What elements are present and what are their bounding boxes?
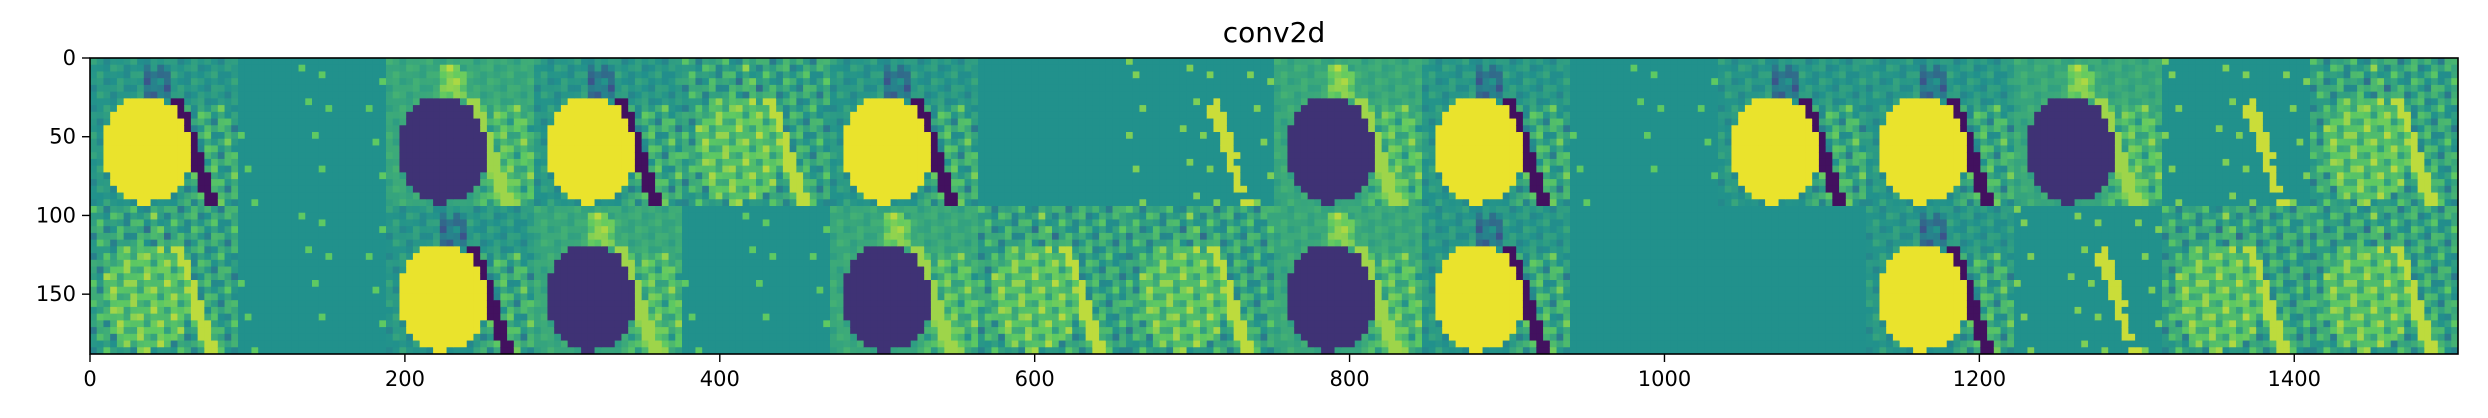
feature-map-tile-26 (1570, 206, 1719, 354)
y-tick-label: 50 (49, 125, 76, 149)
feature-map-tile-2 (386, 58, 535, 207)
feature-map-tile-28 (1866, 206, 2015, 354)
x-tick-label: 1400 (2268, 367, 2321, 391)
x-tick-label: 1200 (1953, 367, 2006, 391)
feature-map-tile-4 (682, 58, 831, 207)
feature-map-tile-24 (1274, 206, 1423, 354)
feature-map-tile-3 (534, 58, 683, 207)
feature-map-tile-30 (2162, 206, 2311, 354)
feature-map-tile-12 (1866, 58, 2015, 207)
feature-map-tiles (90, 58, 2458, 354)
feature-map-tile-13 (2014, 58, 2163, 207)
y-tick-label: 150 (36, 282, 76, 306)
x-tick-label: 1000 (1638, 367, 1691, 391)
feature-map-tile-22 (978, 206, 1127, 354)
feature-map-tile-16 (90, 206, 239, 354)
feature-map-tile-7 (1126, 58, 1275, 207)
feature-map-tile-1 (238, 58, 387, 207)
feature-map-tile-9 (1422, 58, 1571, 207)
feature-map-tile-11 (1718, 58, 1867, 207)
x-axis: 0 200 400 600 800 1000 1200 1400 (83, 354, 2321, 391)
x-tick-label: 600 (1015, 367, 1055, 391)
x-tick-label: 200 (385, 367, 425, 391)
chart-title: conv2d (1223, 16, 1325, 49)
feature-map-tile-31 (2310, 206, 2458, 354)
feature-map-tile-15 (2310, 58, 2458, 207)
x-tick-label: 800 (1330, 367, 1370, 391)
feature-map-tile-10 (1570, 58, 1719, 207)
y-axis: 0 50 100 150 (36, 46, 90, 306)
feature-map-tile-8 (1274, 58, 1423, 207)
x-tick-label: 0 (83, 367, 96, 391)
feature-map-tile-0 (90, 58, 239, 207)
feature-map-tile-17 (238, 206, 387, 354)
y-tick-label: 0 (63, 46, 76, 70)
feature-map-tile-29 (2014, 206, 2163, 354)
feature-map-tile-18 (386, 206, 535, 354)
feature-map-tile-21 (830, 206, 979, 354)
feature-map-tile-27 (1718, 206, 1867, 354)
y-tick-label: 100 (36, 203, 76, 227)
feature-map-tile-14 (2162, 58, 2311, 207)
feature-map-tile-19 (534, 206, 683, 354)
feature-map-tile-25 (1422, 206, 1571, 354)
feature-map-tile-6 (978, 58, 1127, 207)
x-tick-label: 400 (700, 367, 740, 391)
feature-map-tile-5 (830, 58, 979, 207)
feature-map-tile-20 (682, 206, 831, 354)
feature-map-tile-23 (1126, 206, 1275, 354)
axes-frame (89, 57, 2459, 355)
